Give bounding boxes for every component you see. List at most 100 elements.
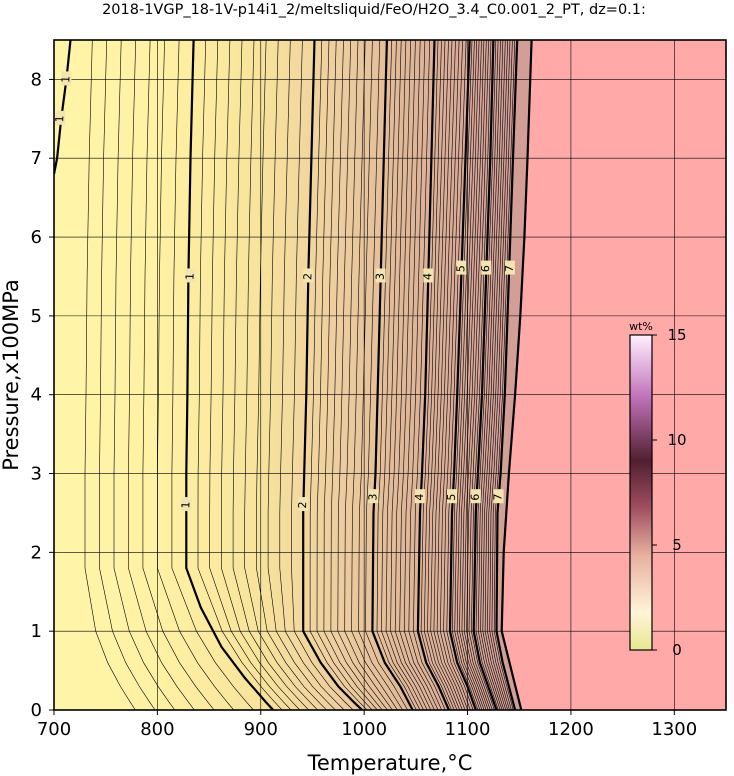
minor-contour-line (330, 40, 383, 710)
contour-label-bg (61, 71, 72, 86)
minor-contour-line (390, 40, 428, 710)
contour-label: 7 (491, 493, 504, 500)
minor-contour-line (487, 40, 508, 710)
minor-contour-line (439, 40, 468, 710)
contour-label: 3 (366, 493, 379, 500)
contour-label-bg (493, 489, 504, 504)
contour-label-bg (298, 497, 309, 512)
minor-contour-line (365, 40, 408, 710)
minor-contour-line (403, 40, 439, 710)
minor-contour-line (459, 40, 485, 710)
minor-contour-line (376, 40, 417, 710)
contour-label-bg (456, 260, 467, 275)
minor-contour-line (427, 40, 458, 710)
minor-contour-line (471, 40, 495, 710)
contour-label-bg (447, 489, 458, 504)
minor-contour-line (491, 40, 513, 710)
colorbar-tick-label: 5 (672, 536, 682, 554)
contour-label: 7 (503, 265, 516, 272)
y-tick-label: 7 (31, 148, 42, 169)
y-tick-label: 1 (31, 621, 42, 642)
chart-title: 2018-1VGP_18-1V-p14i1_2/meltsliquid/FeO/… (102, 2, 646, 18)
minor-contour-line (454, 40, 481, 710)
minor-contour-line (113, 40, 176, 710)
minor-contour-line (420, 40, 452, 710)
x-tick-label: 800 (140, 719, 174, 740)
minor-contour-line (267, 40, 336, 710)
major-contour-line (185, 40, 275, 710)
plot-frame (53, 39, 727, 711)
minor-contour-line (381, 40, 421, 710)
contour-label: 1 (59, 76, 72, 83)
y-tick-label: 5 (31, 306, 42, 327)
minor-contour-line (433, 40, 463, 710)
colorbar-tick-label: 10 (667, 431, 686, 449)
contour-label: 5 (454, 265, 467, 272)
colorbar: wt% 0 5 10 15 (629, 320, 686, 659)
colorbar-gradient (629, 334, 653, 651)
colorbar-ticks: 0 5 10 15 (652, 326, 687, 659)
colorbar-tick-label: 15 (667, 326, 686, 344)
contour-label-bg (504, 260, 515, 275)
plot-area: 1 1 2 2 3 3 4 4 5 5 6 6 7 7 1 1 (53, 40, 726, 710)
contour-label-bg (470, 489, 481, 504)
minor-contours (84, 40, 516, 710)
minor-contour-line (385, 40, 424, 710)
minor-contour-line (451, 40, 479, 710)
x-axis-label: Temperature,°C (307, 751, 473, 775)
contour-labels: 1 1 2 2 3 3 4 4 5 5 6 6 7 7 1 1 (53, 71, 516, 512)
contour-label-bg (185, 268, 196, 283)
contour-label: 2 (301, 273, 314, 280)
minor-contour-line (337, 40, 388, 710)
minor-contour-line (446, 40, 474, 710)
minor-contour-line (461, 40, 487, 710)
x-tick-label: 1100 (445, 719, 491, 740)
minor-contour-line (477, 40, 501, 710)
y-axis: 0 1 2 3 4 5 6 7 8 (31, 69, 54, 721)
minor-contour-line (482, 40, 505, 710)
minor-contour-line (171, 40, 254, 710)
y-tick-label: 8 (31, 69, 42, 90)
minor-contour-line (209, 40, 292, 710)
contour-label-bg (368, 489, 379, 504)
contour-label-bg (181, 497, 192, 512)
contour-label: 5 (445, 493, 458, 500)
minor-contour-line (463, 40, 489, 710)
minor-contour-line (466, 40, 491, 710)
contour-label: 3 (374, 273, 387, 280)
minor-contour-line (468, 40, 493, 710)
x-tick-label: 900 (244, 719, 278, 740)
contour-label: 6 (479, 265, 492, 272)
minor-contour-line (344, 40, 393, 710)
contour-label: 1 (179, 501, 192, 508)
minor-contour-line (99, 40, 156, 710)
minor-contour-line (413, 40, 446, 710)
minor-contour-line (351, 40, 398, 710)
x-tick-label: 1000 (341, 719, 387, 740)
y-tick-label: 6 (31, 227, 42, 248)
contour-label-bg (481, 260, 492, 275)
contour-label-bg (414, 489, 425, 504)
minor-contour-line (221, 40, 301, 710)
minor-contour-line (244, 40, 318, 710)
minor-contour-line (399, 40, 435, 710)
minor-contour-line (323, 40, 378, 710)
minor-contour-line (142, 40, 215, 710)
minor-contour-line (309, 40, 368, 710)
minor-contour-line (128, 40, 195, 710)
minor-contour-line (456, 40, 483, 710)
contour-label-bg (375, 268, 386, 283)
x-axis: 700 800 900 1000 1100 1200 1300 (37, 710, 697, 740)
minor-contour-line (493, 40, 516, 710)
x-tick-label: 1200 (548, 719, 594, 740)
contour-label: 1 (53, 115, 66, 122)
x-tick-label: 1300 (651, 719, 697, 740)
y-axis-label: Pressure,x100MPa (0, 279, 23, 471)
minor-contour-line (484, 40, 507, 710)
minor-contour-line (408, 40, 442, 710)
minor-contour-line (316, 40, 373, 710)
contour-label: 4 (413, 493, 426, 500)
minor-contour-line (197, 40, 283, 710)
colorbar-tick-label: 0 (672, 641, 682, 659)
